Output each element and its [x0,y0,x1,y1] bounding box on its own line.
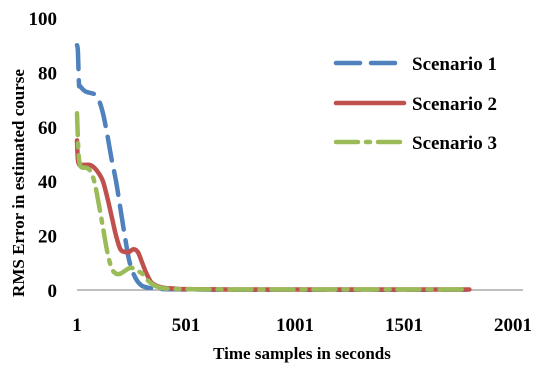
series-line-scenario-3 [74,110,472,292]
y-tick-label: 20 [38,227,57,248]
y-tick-labels: 0 20 40 60 80 100 [29,9,58,302]
x-tick-label: 1501 [385,315,423,336]
x-tick-labels: 1 501 1001 1501 2001 [72,315,532,336]
legend: Scenario 1 Scenario 2 Scenario 3 [333,54,497,154]
y-tick-label: 0 [48,281,58,302]
y-tick-label: 80 [38,63,57,84]
x-tick-label: 1001 [276,315,314,336]
y-axis-title: RMS Error in estimated course [9,69,28,297]
y-tick-label: 100 [29,9,58,30]
series-lines [74,42,472,292]
series-line-scenario-2 [74,138,472,292]
y-tick-label: 40 [38,172,57,193]
legend-label-scenario-2: Scenario 2 [412,94,497,115]
x-axis-title: Time samples in seconds [213,344,391,363]
x-tick-label: 2001 [494,315,532,336]
legend-label-scenario-1: Scenario 1 [412,54,497,75]
series-line-scenario-1 [74,42,472,292]
x-tick-label: 1 [72,315,82,336]
y-tick-label: 60 [38,118,57,139]
legend-label-scenario-3: Scenario 3 [412,133,497,154]
x-tick-label: 501 [172,315,201,336]
